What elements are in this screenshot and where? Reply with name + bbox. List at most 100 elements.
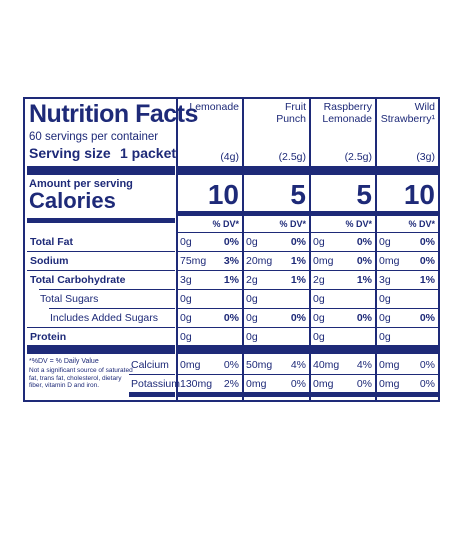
sodium-amount: 0mg bbox=[379, 255, 400, 267]
calcium-dv: 0% bbox=[419, 359, 435, 371]
calories-value: 10 bbox=[207, 179, 239, 210]
fat-amount: 0g bbox=[379, 236, 391, 248]
sodium-dv: 3% bbox=[223, 255, 239, 267]
flavor-name-line2: Lemonade bbox=[322, 113, 372, 125]
fat-amount: 0g bbox=[313, 236, 325, 248]
carb-amount: 3g bbox=[379, 274, 391, 286]
serving-weight: (4g) bbox=[220, 151, 239, 163]
dv-header: % DV* bbox=[408, 219, 435, 229]
label-title: Nutrition Facts bbox=[29, 100, 198, 128]
serving-size-label: Serving size bbox=[29, 145, 111, 161]
nutrient-added-sugars: Includes Added Sugars bbox=[50, 312, 158, 324]
added-sugars-dv: 0% bbox=[356, 312, 372, 324]
sodium-amount: 75mg bbox=[180, 255, 207, 267]
flavor-name-line2: Strawberry¹ bbox=[380, 113, 435, 125]
calcium-amount: 50mg bbox=[246, 359, 273, 371]
fat-dv: 0% bbox=[419, 236, 435, 248]
fat-dv: 0% bbox=[290, 236, 306, 248]
protein-amount: 0g bbox=[313, 331, 325, 343]
sodium-dv: 0% bbox=[356, 255, 372, 267]
calcium-amount: 0mg bbox=[379, 359, 400, 371]
potassium-amount: 130mg bbox=[180, 378, 213, 390]
protein-amount: 0g bbox=[246, 331, 258, 343]
flavor-name: Lemonade bbox=[189, 101, 239, 113]
thick-rule-serving bbox=[27, 166, 175, 175]
sodium-dv: 1% bbox=[290, 255, 306, 267]
calcium-amount: 0mg bbox=[180, 359, 201, 371]
potassium-dv: 2% bbox=[223, 378, 239, 390]
calcium-dv: 4% bbox=[290, 359, 306, 371]
servings-per-container: 60 servings per container bbox=[29, 131, 159, 143]
thick-rule-protein bbox=[27, 345, 175, 354]
added-sugars-amount: 0g bbox=[246, 312, 258, 324]
nutrient-sodium: Sodium bbox=[30, 255, 69, 267]
potassium-dv: 0% bbox=[290, 378, 306, 390]
calories-value: 5 bbox=[356, 179, 372, 210]
bottom-rule-left bbox=[129, 392, 175, 397]
serving-size-value: 1 packet bbox=[120, 145, 177, 161]
column-divider bbox=[242, 99, 244, 400]
calories-value: 10 bbox=[403, 179, 435, 210]
serving-weight: (3g) bbox=[416, 151, 435, 163]
sugars-amount: 0g bbox=[313, 293, 325, 305]
amount-per-serving: Amount per serving bbox=[29, 178, 133, 190]
added-sugars-amount: 0g bbox=[379, 312, 391, 324]
nutrient-total-sugars: Total Sugars bbox=[40, 293, 99, 305]
serving-weight: (2.5g) bbox=[344, 151, 372, 163]
carb-amount: 2g bbox=[313, 274, 325, 286]
fat-amount: 0g bbox=[246, 236, 258, 248]
sugars-amount: 0g bbox=[180, 293, 192, 305]
nutrition-label: Nutrition Facts 60 servings per containe… bbox=[23, 97, 440, 402]
nutrient-total-carbohydrate: Total Carbohydrate bbox=[30, 274, 126, 286]
dv-header: % DV* bbox=[279, 219, 306, 229]
protein-amount: 0g bbox=[180, 331, 192, 343]
potassium-dv: 0% bbox=[356, 378, 372, 390]
added-sugars-dv: 0% bbox=[290, 312, 306, 324]
calories-label: Calories bbox=[29, 188, 116, 213]
fat-dv: 0% bbox=[356, 236, 372, 248]
flavor-name: Raspberry bbox=[323, 101, 372, 113]
protein-amount: 0g bbox=[379, 331, 391, 343]
flavor-name-line2: Punch bbox=[276, 113, 306, 125]
sodium-amount: 0mg bbox=[313, 255, 334, 267]
potassium-amount: 0mg bbox=[379, 378, 400, 390]
calcium-dv: 0% bbox=[223, 359, 239, 371]
footnote-source: Not a significant source of saturated fa… bbox=[29, 367, 133, 389]
column-divider bbox=[176, 99, 178, 400]
column-divider bbox=[375, 99, 377, 400]
sugars-amount: 0g bbox=[246, 293, 258, 305]
flavor-name: Wild bbox=[414, 101, 435, 113]
carb-dv: 1% bbox=[356, 274, 372, 286]
nutrient-total-fat: Total Fat bbox=[30, 236, 73, 248]
added-sugars-amount: 0g bbox=[180, 312, 192, 324]
carb-amount: 2g bbox=[246, 274, 258, 286]
sodium-dv: 0% bbox=[419, 255, 435, 267]
carb-dv: 1% bbox=[419, 274, 435, 286]
nutrient-protein: Protein bbox=[30, 331, 67, 343]
dv-header: % DV* bbox=[212, 219, 239, 229]
calcium-dv: 4% bbox=[356, 359, 372, 371]
calcium-amount: 40mg bbox=[313, 359, 340, 371]
dv-header: % DV* bbox=[345, 219, 372, 229]
nutrient-calcium: Calcium bbox=[131, 359, 169, 371]
serving-weight: (2.5g) bbox=[278, 151, 306, 163]
fat-amount: 0g bbox=[180, 236, 192, 248]
sodium-amount: 20mg bbox=[246, 255, 273, 267]
sugars-amount: 0g bbox=[379, 293, 391, 305]
potassium-amount: 0mg bbox=[313, 378, 334, 390]
added-sugars-dv: 0% bbox=[223, 312, 239, 324]
nutrient-potassium: Potassium bbox=[131, 378, 181, 390]
carb-dv: 1% bbox=[290, 274, 306, 286]
calories-value: 5 bbox=[290, 179, 306, 210]
footnote-dv: *%DV = % Daily Value bbox=[29, 358, 99, 365]
fat-dv: 0% bbox=[223, 236, 239, 248]
carb-amount: 3g bbox=[180, 274, 192, 286]
added-sugars-amount: 0g bbox=[313, 312, 325, 324]
potassium-amount: 0mg bbox=[246, 378, 267, 390]
potassium-dv: 0% bbox=[419, 378, 435, 390]
added-sugars-dv: 0% bbox=[419, 312, 435, 324]
flavor-name: Fruit bbox=[285, 101, 306, 113]
column-divider bbox=[309, 99, 311, 400]
carb-dv: 1% bbox=[223, 274, 239, 286]
medium-rule-calories bbox=[27, 218, 175, 223]
